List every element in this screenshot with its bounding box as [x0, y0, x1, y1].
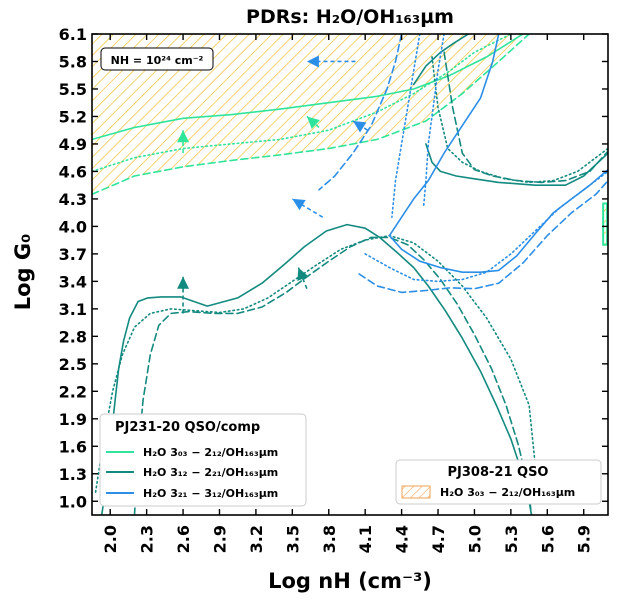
x-tick-label: 3.2: [247, 525, 266, 553]
arrow-head-1: [306, 116, 320, 129]
y-tick-label: 2.2: [59, 382, 87, 401]
legend-left: PJ231-20 QSO/comp H₂O 3₀₃ − 2₁₂/OH₁₆₃µm …: [99, 413, 307, 507]
arrow-head-6: [297, 267, 309, 282]
y-tick-label: 2.8: [59, 327, 87, 346]
series-line-4: [133, 236, 533, 515]
arrow-shaft-6: [297, 267, 308, 290]
series-line-5: [94, 234, 536, 493]
y-tick-label: 3.7: [59, 245, 87, 264]
y-tick-label: 1.9: [59, 410, 87, 429]
y-tick-label: 5.5: [59, 80, 87, 99]
legend-left-entry-2: H₂O 3₂₁ − 3₁₂/OH₁₆₃µm: [143, 487, 278, 500]
x-tick-label: 4.7: [429, 525, 448, 553]
x-tick-label: 5.9: [575, 525, 594, 553]
x-axis-label: Log nH (cm⁻³): [268, 569, 432, 593]
y-tick-label: 5.8: [59, 52, 87, 71]
series-line-1: [92, 34, 530, 196]
y-tick-label: 4.0: [59, 217, 87, 236]
x-tick-label: 2.6: [174, 525, 193, 553]
chart-title: PDRs: H₂O/OH₁₆₃µm: [246, 6, 454, 28]
y-tick-label: 6.1: [59, 25, 87, 44]
series-line-2: [92, 34, 512, 173]
x-tick-label: 4.4: [393, 525, 412, 553]
y-tick-label: 3.4: [59, 272, 87, 291]
y-tick-label: 1.3: [59, 465, 87, 484]
series-line-15: [391, 34, 421, 218]
series-line-0: [92, 34, 524, 141]
arrow-head-4: [292, 198, 306, 211]
series-line-10: [388, 168, 608, 273]
x-tick-label: 5.0: [465, 525, 484, 553]
series-line-16: [422, 34, 445, 209]
legend-right-swatch: [401, 485, 431, 499]
x-tick-label: 2.3: [138, 525, 157, 553]
series-line-12: [364, 170, 608, 283]
arrow-head-0: [177, 130, 190, 143]
y-tick-label: 1.0: [59, 492, 87, 511]
y-tick-label: 4.9: [59, 135, 87, 154]
plot-frame: [91, 33, 609, 516]
y-tick-label: 5.2: [59, 107, 87, 126]
legend-left-entry-1: H₂O 3₁₂ − 2₂₁/OH₁₆₃µm: [143, 466, 278, 479]
legend-right: PJ308-21 QSO H₂O 3₀₃ − 2₁₂/OH₁₆₃µm: [395, 459, 602, 505]
y-tick-label: 1.6: [59, 437, 87, 456]
column-density-annotation: NH = 10²⁴ cm⁻²: [100, 47, 214, 71]
series-line-8: [431, 56, 608, 184]
x-tick-label: 2.0: [101, 525, 120, 553]
hatched-region: [92, 34, 542, 195]
legend-left-entry-0: H₂O 3₀₃ − 2₁₂/OH₁₆₃µm: [143, 446, 278, 459]
legend-left-title: PJ231-20 QSO/comp: [115, 420, 260, 435]
x-tick-label: 3.8: [320, 525, 339, 553]
y-tick-label: 2.5: [59, 355, 87, 374]
arrow-head-2: [353, 121, 367, 133]
series-line-11: [358, 179, 608, 294]
edge-marker: [602, 202, 608, 246]
x-tick-label: 5.6: [538, 525, 557, 553]
arrow-head-3: [306, 55, 319, 68]
arrow-head-5: [177, 276, 190, 289]
x-tick-label: 4.1: [356, 525, 375, 553]
series-line-14: [318, 34, 403, 191]
legend-right-entry-0: H₂O 3₀₃ − 2₁₂/OH₁₆₃µm: [440, 486, 575, 499]
legend-right-title: PJ308-21 QSO: [448, 465, 549, 480]
y-axis-label: Log G₀: [11, 234, 35, 311]
y-tick-label: 4.3: [59, 190, 87, 209]
annotation-text: NH = 10²⁴ cm⁻²: [111, 54, 204, 67]
series-line-6: [425, 143, 608, 186]
y-tick-label: 4.6: [59, 162, 87, 181]
series-line-13: [388, 34, 500, 237]
y-tick-label: 3.1: [59, 300, 87, 319]
x-tick-label: 3.5: [283, 525, 302, 553]
x-tick-label: 2.9: [210, 525, 229, 553]
x-tick-label: 5.3: [502, 525, 521, 553]
